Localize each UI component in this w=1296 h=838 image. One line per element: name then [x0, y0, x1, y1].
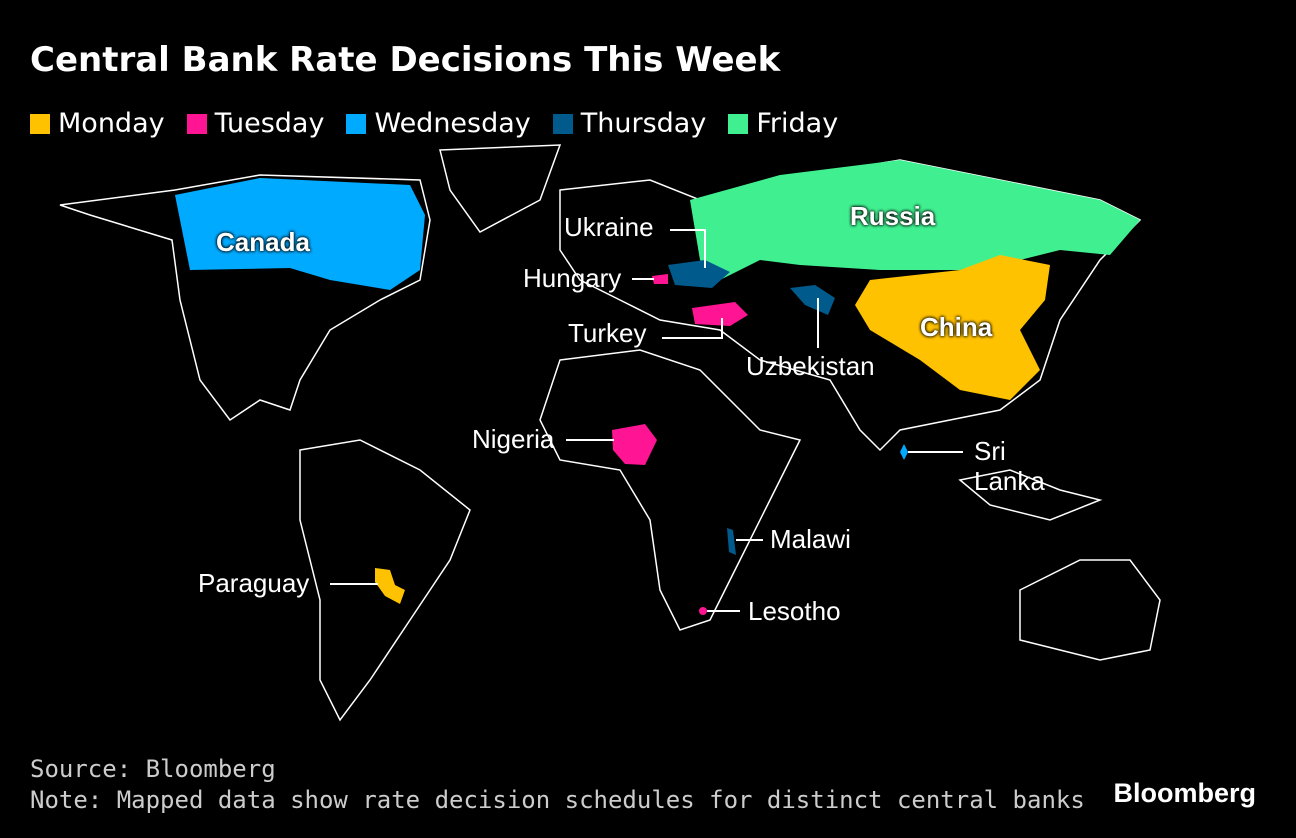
legend-swatch [30, 113, 50, 134]
africa [539, 349, 802, 631]
legend-item: Thursday [552, 108, 707, 139]
country-label: Sri Lanka [974, 436, 1045, 496]
country [175, 178, 425, 290]
legend-label: Tuesday [214, 108, 325, 139]
country [692, 302, 748, 326]
legend-swatch [552, 113, 573, 134]
legend-label: Thursday [580, 108, 707, 139]
legend-label: Monday [58, 108, 165, 139]
country-label: Russia [850, 201, 936, 231]
country [699, 607, 707, 615]
legend-item: Friday [728, 108, 838, 139]
country [612, 424, 657, 465]
legend-swatch [186, 113, 207, 134]
greenland [439, 144, 562, 233]
country-label: Canada [216, 227, 310, 257]
legend-item: Wednesday [346, 108, 531, 139]
country-label: Malawi [770, 524, 851, 554]
legend-item: Monday [30, 108, 165, 139]
country-label: Ukraine [564, 212, 654, 242]
country [652, 274, 668, 284]
country [727, 528, 736, 555]
legend-label: Wednesday [374, 108, 531, 139]
source: Source: Bloomberg [30, 755, 276, 783]
legend: Monday Tuesday Wednesday Thursday Friday [30, 108, 838, 139]
country [690, 160, 1140, 280]
country-label: China [920, 312, 993, 342]
country-label: Lesotho [748, 596, 841, 626]
country-label: Hungary [523, 263, 622, 293]
title: Central Bank Rate Decisions This Week [30, 40, 781, 80]
legend-swatch [728, 113, 749, 134]
country [900, 444, 908, 460]
islands [958, 469, 1103, 521]
legend-swatch [346, 113, 367, 134]
country [375, 568, 405, 604]
country [668, 260, 730, 288]
australia [1019, 559, 1161, 661]
leader-line [662, 318, 723, 339]
brand-logo: Bloomberg [1113, 778, 1256, 808]
country [790, 285, 835, 315]
country-label: Uzbekistan [746, 351, 875, 381]
country [855, 255, 1050, 400]
country-label: Turkey [568, 318, 647, 348]
legend-label: Friday [756, 108, 839, 139]
country-label: Paraguay [198, 568, 310, 598]
note: Note: Mapped data show rate decision sch… [30, 786, 1085, 814]
country-label: Nigeria [472, 424, 555, 454]
leader-line [670, 229, 706, 268]
legend-item: Tuesday [186, 108, 325, 139]
